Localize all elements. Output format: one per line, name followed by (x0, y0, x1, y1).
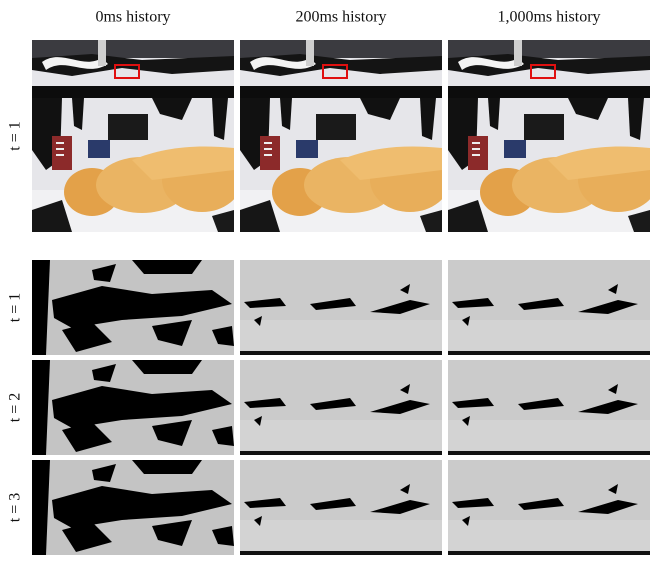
row-label: t = 1 (7, 121, 24, 150)
crop-image (32, 260, 234, 355)
column-header: 1,000ms history (497, 9, 600, 26)
scene-image (448, 40, 652, 232)
crop-image (240, 360, 442, 455)
scene-image (240, 40, 450, 232)
column-header: 0ms history (95, 9, 170, 26)
crop-image (32, 460, 234, 555)
crop-image (240, 260, 442, 355)
column-header: 200ms history (295, 9, 386, 26)
crop-image (448, 460, 650, 555)
crop-image (448, 360, 650, 455)
crop-image (240, 460, 442, 555)
row-label: t = 2 (7, 393, 24, 422)
page: 0ms history 200ms history 1,000ms history t… (0, 0, 652, 556)
row-label: t = 1 (7, 293, 24, 322)
figure: 0ms history 200ms history 1,000ms history t… (0, 0, 652, 556)
scene-image (32, 40, 242, 232)
crop-image (448, 260, 650, 355)
row-label: t = 3 (7, 493, 24, 522)
crop-image (32, 360, 234, 455)
